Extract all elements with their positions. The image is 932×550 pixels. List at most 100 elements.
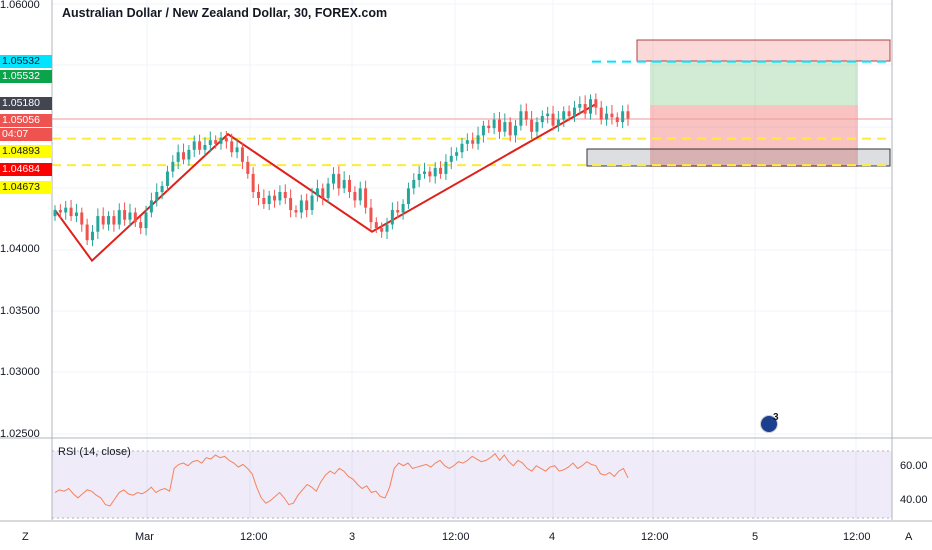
candle-body [149,200,153,213]
candle-body [390,210,394,225]
price-label: 1.03000 [0,366,40,378]
candle-body [283,191,287,199]
time-label: 12:00 [442,531,470,543]
candle-body [444,161,448,174]
time-label: 12:00 [641,531,669,543]
candle-body [171,161,175,172]
candle-body [90,231,94,241]
auto-scale-button[interactable]: A [905,531,913,543]
candle-body [492,119,496,129]
candle-body [337,173,341,189]
candle-body [53,210,57,217]
price-label: 1.06000 [0,0,40,11]
candlestick-series [53,93,630,247]
range-box [586,148,891,167]
candle-body [58,210,62,213]
candle-body [101,216,105,225]
candle-body [294,210,298,213]
candle-body [519,111,523,126]
loss-zone [650,105,858,167]
candle-body [471,140,475,144]
candle-body [144,212,148,229]
candle-body [572,107,576,117]
candle-body [348,179,352,192]
candle-body [278,191,282,201]
candle-body [64,207,68,213]
candle-body [219,137,223,144]
profit-zone [650,61,858,105]
candle-body [267,195,271,205]
candle-body [380,228,384,232]
candle-body [497,119,501,132]
price-tag-high: 1.05532 [0,70,52,83]
candle-body [508,122,512,136]
candle-body [412,179,416,189]
candle-body [589,99,593,114]
candle-body [230,141,234,153]
candle-body [406,188,410,205]
candle-body [80,212,84,225]
price-label: 1.02500 [0,428,40,440]
time-label: 12:00 [843,531,871,543]
chart-title: Australian Dollar / New Zealand Dollar, … [62,6,388,20]
time-label: Mar [135,531,154,543]
australia-flag-icon[interactable] [760,415,778,433]
candle-body [128,212,132,220]
candle-body [342,179,346,189]
candle-body [331,173,335,184]
candle-body [621,111,625,123]
candle-body [374,222,378,229]
candle-body [578,104,582,108]
candle-body [417,173,421,180]
zoom-button[interactable]: Z [22,531,29,543]
event-count: 3 [773,412,779,423]
candle-body [556,119,560,126]
candle-body [224,137,228,142]
candle-body [476,135,480,144]
candle-body [423,171,427,174]
rsi-pane [52,450,892,519]
drawing-layer[interactable] [52,39,892,263]
candle-body [460,143,464,153]
grid-lines [52,0,892,520]
candle-body [535,122,539,132]
candle-body [626,111,630,119]
candle-body [449,155,453,162]
candle-body [155,191,159,201]
candle-body [139,222,143,229]
candle-body [69,207,73,217]
candle-body [262,198,266,205]
time-label: 12:00 [240,531,268,543]
candle-body [503,122,507,132]
candle-body [615,117,619,123]
chart-frame [0,0,932,522]
candle-body [165,171,169,186]
candle-body [208,140,212,145]
candle-body [481,125,485,136]
time-label: 4 [549,531,556,543]
candle-body [214,140,218,144]
price-label: 1.04000 [0,243,40,255]
rsi-label: 60.00 [900,460,928,472]
candle-body [353,191,357,201]
candle-body [455,152,459,156]
price-tag-level: 1.04673 [0,181,52,194]
zigzag-pattern [54,103,597,263]
candle-body [240,147,244,162]
rsi-line [54,452,629,507]
candle-body [321,188,325,199]
rsi-label: 40.00 [900,494,928,506]
candle-body [289,198,293,211]
candle-body [487,125,491,129]
candle-body [358,188,362,201]
candle-body [246,161,250,174]
candle-body [610,113,614,118]
candle-body [315,188,319,196]
candle-body [428,171,432,177]
candle-body [396,210,400,213]
price-tag-last: 1.05056 [0,114,52,127]
time-label: 5 [752,531,759,543]
candle-body [364,188,368,208]
candle-body [235,147,239,153]
